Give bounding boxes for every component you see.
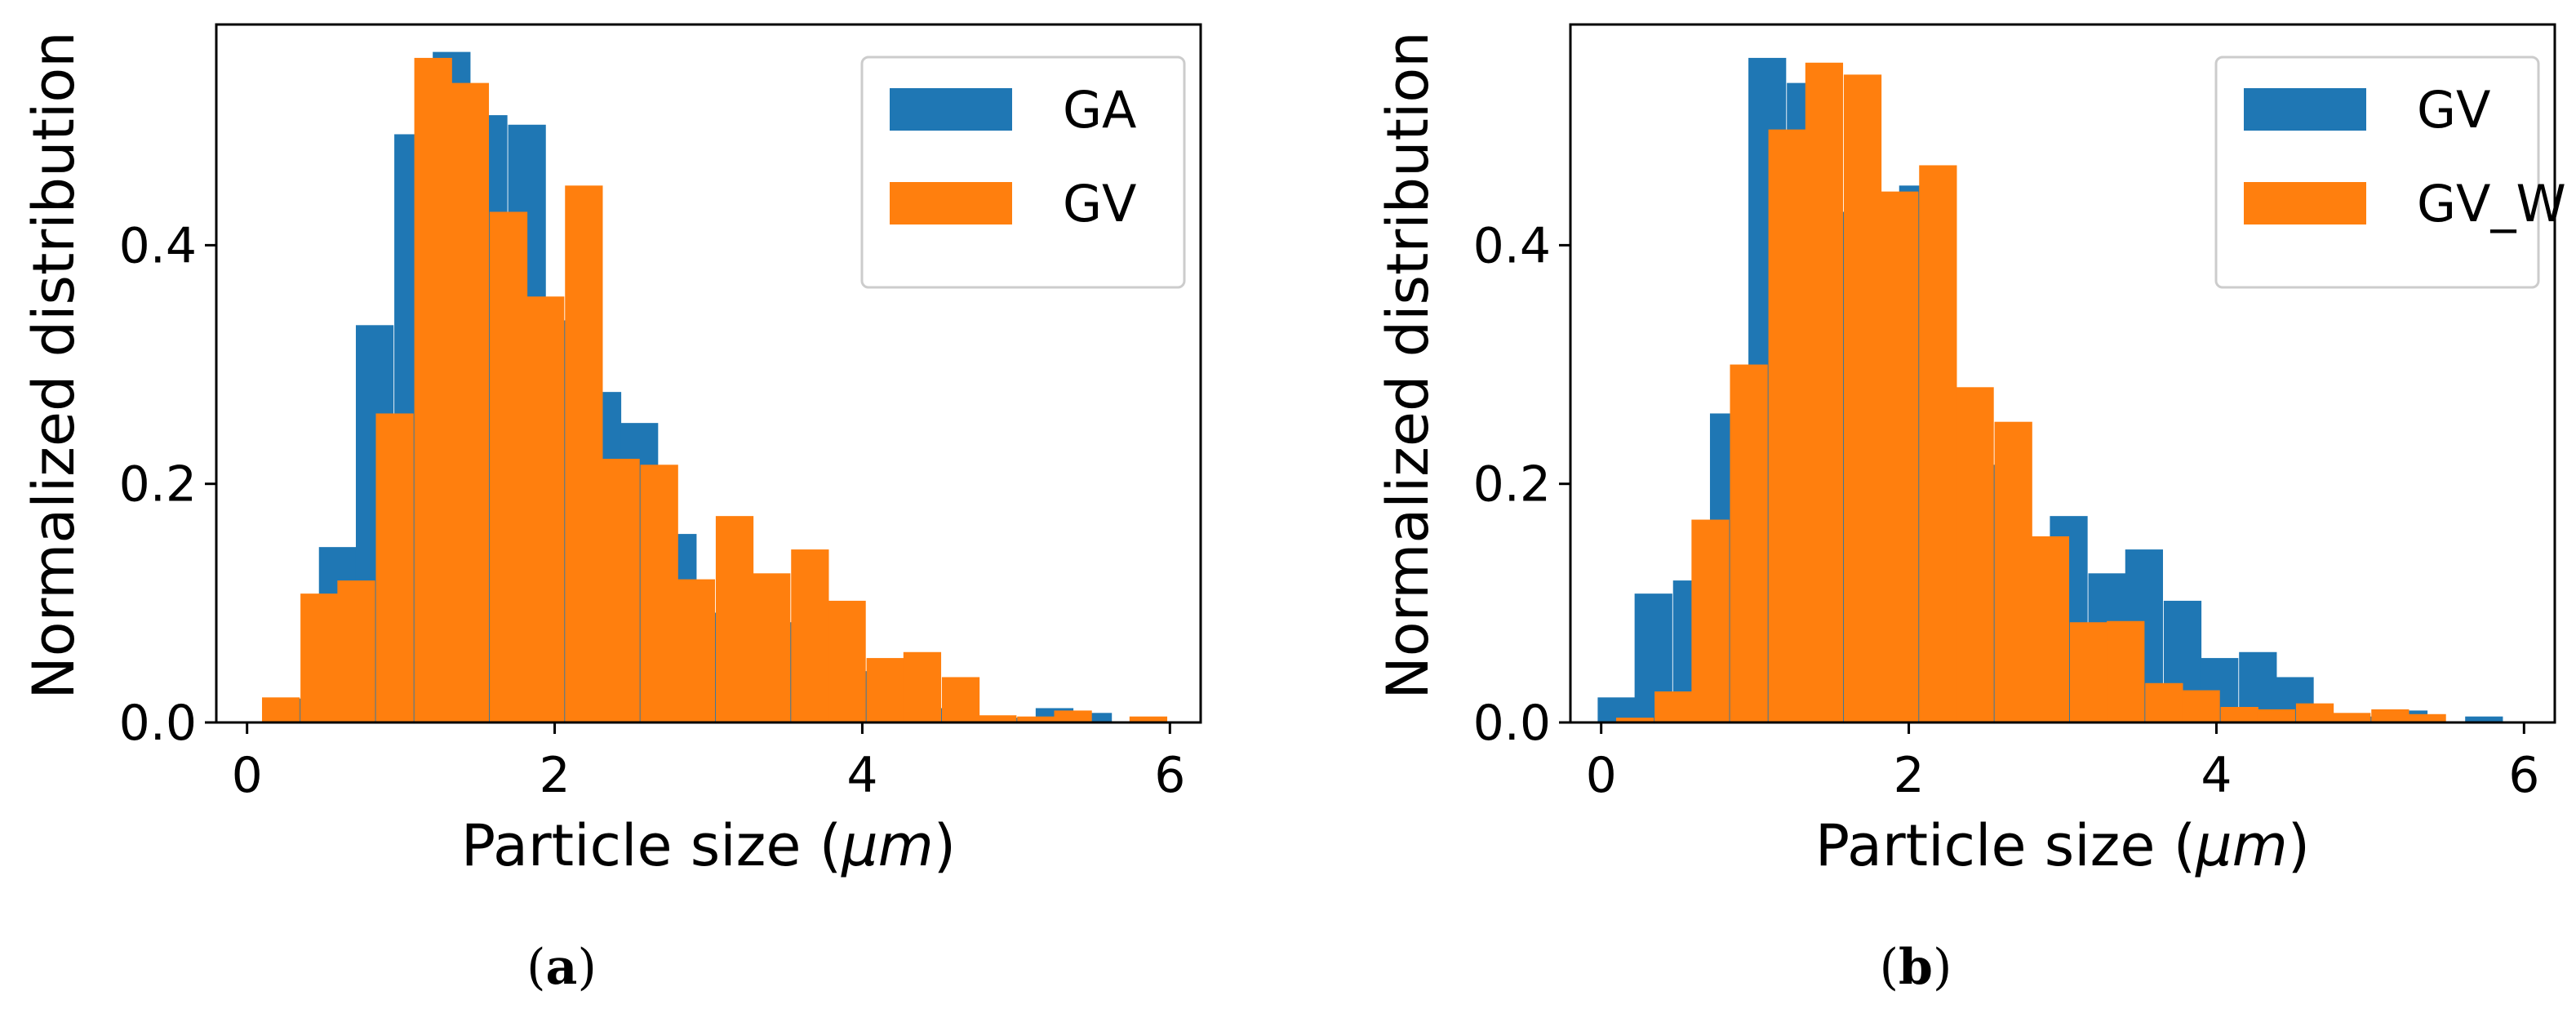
panel-b-bar-gv-w-10 xyxy=(1994,421,2032,722)
panel-a-legend-swatch-ga xyxy=(890,88,1012,131)
panel-a-bar-gv-9 xyxy=(602,459,640,722)
panel-a-bars xyxy=(262,51,1168,723)
panel-a-legend-label-ga: GA xyxy=(1063,80,1136,140)
panel-b-bar-gv-w-2 xyxy=(1691,519,1730,722)
panel-a-bar-gv-19 xyxy=(979,715,1017,722)
panel-b-bar-gv-w-21 xyxy=(2408,713,2446,722)
panel-a-bar-gv-13 xyxy=(753,573,791,722)
panel-a-bar-gv-20 xyxy=(1017,716,1055,722)
panel-b-bars xyxy=(1597,57,2503,723)
panel-b-bar-gv-w-11 xyxy=(2031,536,2070,722)
panel-a-y-ticks: 0.0 0.2 0.4 xyxy=(119,217,216,752)
panel-a-legend-swatch-gv xyxy=(890,182,1012,224)
panel-b-bar-gv-w-4 xyxy=(1768,129,1806,722)
panel-a-x-tick-label-2: 4 xyxy=(846,747,877,804)
panel-b-x-tick-label-1: 2 xyxy=(1893,747,1924,804)
panel-b-x-tick-label-2: 4 xyxy=(2201,747,2232,804)
panel-b-bar-gv-w-15 xyxy=(2182,690,2220,722)
panel-a-bar-gv-16 xyxy=(866,658,904,722)
panel-b-bar-gv-w-7 xyxy=(1881,191,1919,722)
panel-a-bar-gv-2 xyxy=(337,580,375,722)
panel-b-bar-gv-w-5 xyxy=(1805,62,1844,722)
panel-b: 0 2 4 6 0.0 0.2 0.4 Particle size (μm) Normal… xyxy=(1375,23,2566,996)
panel-b-bar-gv-w-17 xyxy=(2257,709,2296,722)
panel-b-bar-gv-w-12 xyxy=(2069,622,2108,722)
panel-a-axes-frame xyxy=(215,23,1202,724)
panel-a-x-tick-label-0: 0 xyxy=(232,747,263,804)
panel-a-x-axis-label: Particle size (μm) xyxy=(461,812,956,879)
panel-b-bar-gv-w-9 xyxy=(1956,387,1994,722)
panel-a-legend: GA GV xyxy=(860,56,1186,289)
panel-a-bar-gv-18 xyxy=(941,677,980,722)
panel-a-y-tick-label-0: 0.0 xyxy=(119,695,197,752)
panel-a-x-ticks: 0 2 4 6 xyxy=(232,722,1185,804)
panel-b-y-ticks: 0.0 0.2 0.4 xyxy=(1473,217,1570,752)
panel-b-bar-gv-w-14 xyxy=(2145,682,2183,722)
panel-a-bar-gv-11 xyxy=(677,579,716,722)
panel-a-y-axis-label: Normalized distribution xyxy=(20,31,87,699)
panel-b-y-tick-label-2: 0.4 xyxy=(1473,217,1551,274)
panel-a-bar-gv-10 xyxy=(640,464,678,722)
panel-a-bar-gv-3 xyxy=(375,413,414,722)
panel-b-legend-swatch-gv-w xyxy=(2244,182,2366,224)
panel-b-bar-gv-w-16 xyxy=(2220,707,2258,722)
panel-b-bar-gv-w-3 xyxy=(1730,364,1768,722)
panel-a-bar-gv-21 xyxy=(1054,710,1092,722)
panel-b-bar-gv-w-18 xyxy=(2295,703,2334,722)
panel-b-legend-label-gv-w: GV_W xyxy=(2417,174,2566,233)
panel-a-legend-label-gv: GV xyxy=(1063,174,1136,233)
panel-b-x-ticks: 0 2 4 6 xyxy=(1586,722,2539,804)
panel-b-y-axis-label: Normalized distribution xyxy=(1375,31,1441,699)
panel-b-bar-gv-w-19 xyxy=(2333,713,2371,722)
panel-b-bar-gv-w-20 xyxy=(2371,709,2409,722)
panel-a-bar-ga-21 xyxy=(1073,713,1113,722)
panel-b-bar-gv-w-8 xyxy=(1919,165,1957,722)
panel-a-bar-gv-12 xyxy=(715,516,754,722)
panel-b-legend-label-gv: GV xyxy=(2417,80,2490,140)
panel-b-legend: GV GV_W xyxy=(2214,56,2566,289)
panel-b-bar-gv-w-6 xyxy=(1843,74,1882,722)
panel-a-frame xyxy=(215,23,1202,724)
panel-a-x-tick-label-3: 6 xyxy=(1154,747,1185,804)
panel-b-caption: (b) xyxy=(1880,939,1952,996)
panel-b-x-tick-label-0: 0 xyxy=(1586,747,1617,804)
panel-a: 0 2 4 6 0.0 0.2 0.4 Particle size (μm) Normal… xyxy=(20,23,1202,996)
panel-a-bar-gv-5 xyxy=(451,82,490,723)
panel-a-y-tick-label-2: 0.4 xyxy=(119,217,197,274)
panel-b-y-tick-label-1: 0.2 xyxy=(1473,456,1551,513)
panel-a-x-tick-label-1: 2 xyxy=(539,747,570,804)
panel-a-bar-gv-6 xyxy=(489,211,528,722)
panel-a-bar-gv-15 xyxy=(828,600,866,722)
panel-a-bar-gv-14 xyxy=(791,549,829,722)
panel-a-bar-gv-17 xyxy=(903,651,942,722)
panel-b-bar-gv-w-1 xyxy=(1654,691,1693,722)
panel-b-frame xyxy=(1569,23,2556,724)
panel-a-bar-gv-8 xyxy=(565,185,603,722)
panel-a-caption: (a) xyxy=(526,939,597,996)
panel-b-bar-gv-23 xyxy=(2465,716,2503,722)
panel-b-axes-frame xyxy=(1569,23,2556,724)
panel-b-bar-gv-w-0 xyxy=(1616,718,1654,722)
panel-a-bar-gv-0 xyxy=(262,697,300,722)
panel-a-y-tick-label-1: 0.2 xyxy=(119,456,197,513)
panel-b-x-axis-label: Particle size (μm) xyxy=(1815,812,2310,879)
panel-b-legend-swatch-gv xyxy=(2244,88,2366,131)
panel-a-bar-gv-4 xyxy=(414,57,452,723)
panel-b-y-tick-label-0: 0.0 xyxy=(1473,695,1551,752)
panel-a-bar-gv-7 xyxy=(526,296,565,723)
panel-b-bar-gv-w-13 xyxy=(2107,620,2145,722)
panel-a-bar-gv-1 xyxy=(300,593,339,722)
panel-b-x-tick-label-3: 6 xyxy=(2508,747,2539,804)
panel-a-bar-gv-23 xyxy=(1129,716,1168,722)
